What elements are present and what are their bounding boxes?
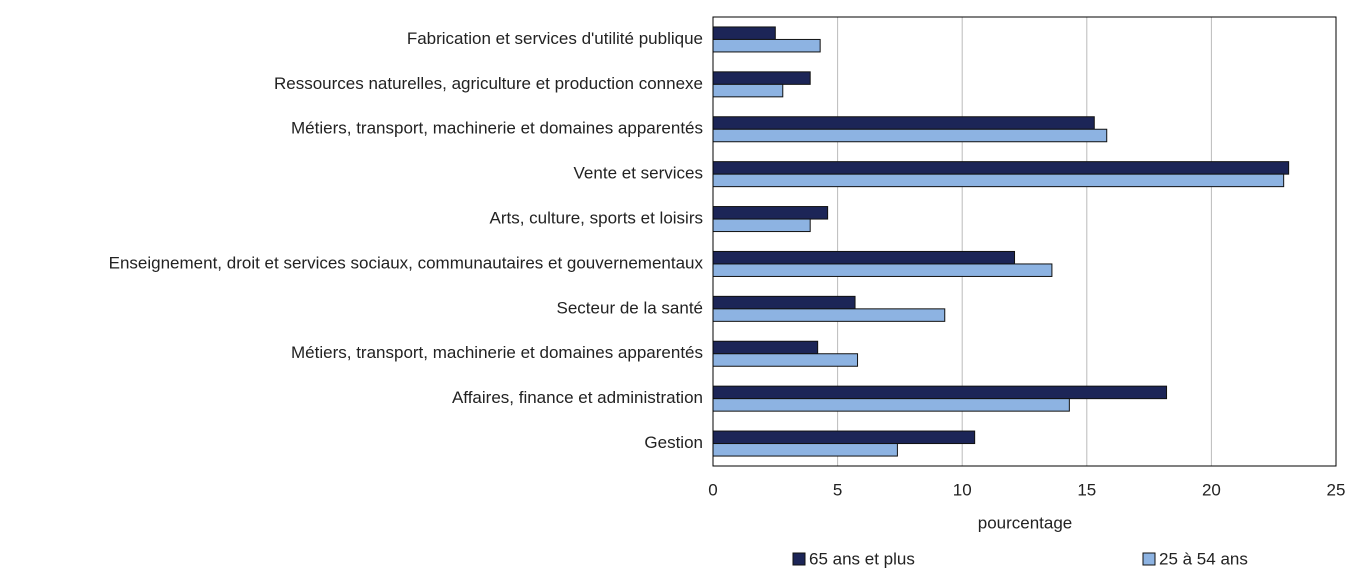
y-tick-label: Enseignement, droit et services sociaux,…	[109, 253, 704, 272]
x-tick-label: 15	[1077, 480, 1096, 499]
legend-label: 65 ans et plus	[809, 549, 915, 568]
bar	[712, 71, 811, 85]
bar	[712, 128, 1108, 143]
bar	[712, 443, 898, 457]
y-tick-label: Métiers, transport, machinerie et domain…	[291, 343, 703, 362]
x-tick-label: 10	[953, 480, 972, 499]
bar	[712, 218, 811, 233]
x-axis-title: pourcentage	[978, 513, 1073, 532]
x-tick-label: 5	[833, 480, 842, 499]
bar	[712, 83, 784, 98]
bar	[712, 116, 1095, 130]
bar	[712, 250, 1016, 265]
y-tick-label: Affaires, finance et administration	[452, 388, 703, 407]
y-tick-label: Fabrication et services d'utilité publiq…	[407, 29, 703, 48]
bar	[712, 353, 859, 367]
y-tick-label: Ressources naturelles, agriculture et pr…	[274, 74, 703, 93]
legend-swatch	[1142, 552, 1156, 566]
bar	[712, 206, 829, 220]
bar	[712, 26, 776, 40]
y-tick-label: Arts, culture, sports et loisirs	[489, 209, 703, 228]
bar	[712, 340, 819, 355]
y-tick-label: Métiers, transport, machinerie et domain…	[291, 119, 703, 138]
y-tick-label: Vente et services	[574, 164, 703, 183]
x-tick-label: 0	[708, 480, 717, 499]
bar	[712, 173, 1285, 188]
bar	[712, 263, 1053, 277]
bar	[712, 295, 856, 310]
legend-label: 25 à 54 ans	[1159, 549, 1248, 568]
bar	[712, 38, 821, 53]
bar	[712, 308, 946, 322]
bar	[712, 398, 1070, 412]
y-tick-label: Gestion	[644, 433, 703, 452]
x-tick-label: 25	[1327, 480, 1346, 499]
bar	[712, 161, 1290, 175]
legend-swatch	[792, 552, 806, 566]
y-tick-label: Secteur de la santé	[557, 298, 703, 317]
bar	[712, 385, 1168, 400]
x-tick-label: 20	[1202, 480, 1221, 499]
bar	[712, 430, 976, 445]
plot-border	[712, 16, 1337, 467]
